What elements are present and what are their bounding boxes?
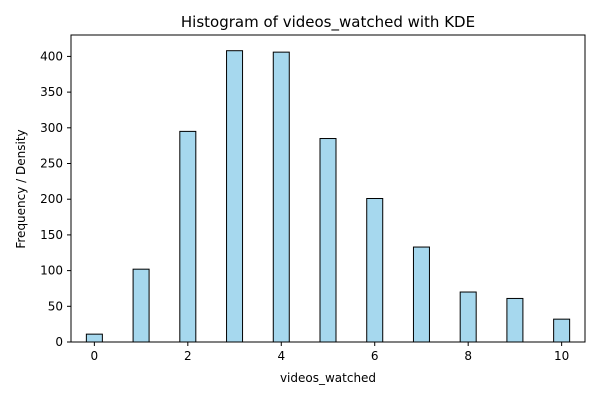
- x-tick-label: 8: [464, 349, 472, 363]
- y-tick-label: 0: [55, 335, 63, 349]
- histogram-bar-7: [412, 246, 430, 343]
- x-tick-label: 0: [91, 349, 99, 363]
- chart-title: Histogram of videos_watched with KDE: [181, 13, 475, 32]
- y-tick-label: 50: [48, 299, 63, 313]
- histogram-bar-9: [506, 297, 524, 343]
- y-tick-label: 150: [40, 228, 63, 242]
- histogram-bar-5: [319, 138, 337, 343]
- x-axis-label: videos_watched: [280, 371, 376, 385]
- y-axis-label: Frequency / Density: [14, 129, 28, 248]
- x-tick-label: 2: [184, 349, 192, 363]
- y-tick-label: 250: [40, 157, 63, 171]
- histogram-bar-3: [226, 50, 244, 343]
- x-tick-label: 10: [554, 349, 569, 363]
- y-tick-label: 100: [40, 264, 63, 278]
- x-tick-label: 6: [371, 349, 379, 363]
- histogram-bar-0: [85, 333, 103, 343]
- x-axis-ticks: 0 2 4 6 8 10: [91, 342, 569, 363]
- bars-group: [85, 50, 571, 343]
- histogram-bar-2: [179, 130, 197, 343]
- histogram-bar-6: [366, 197, 384, 343]
- y-axis-ticks: 0 50 100 150 200 250 300 350 400: [40, 49, 71, 349]
- y-tick-label: 300: [40, 121, 63, 135]
- y-tick-label: 400: [40, 49, 63, 63]
- y-tick-label: 200: [40, 192, 63, 206]
- x-tick-label: 4: [277, 349, 285, 363]
- histogram-bar-4: [272, 51, 290, 343]
- plot-frame: [70, 34, 586, 343]
- histogram-bar-8: [459, 291, 477, 343]
- histogram-bar-1: [132, 268, 150, 343]
- y-tick-label: 350: [40, 85, 63, 99]
- histogram-bar-10: [553, 318, 571, 343]
